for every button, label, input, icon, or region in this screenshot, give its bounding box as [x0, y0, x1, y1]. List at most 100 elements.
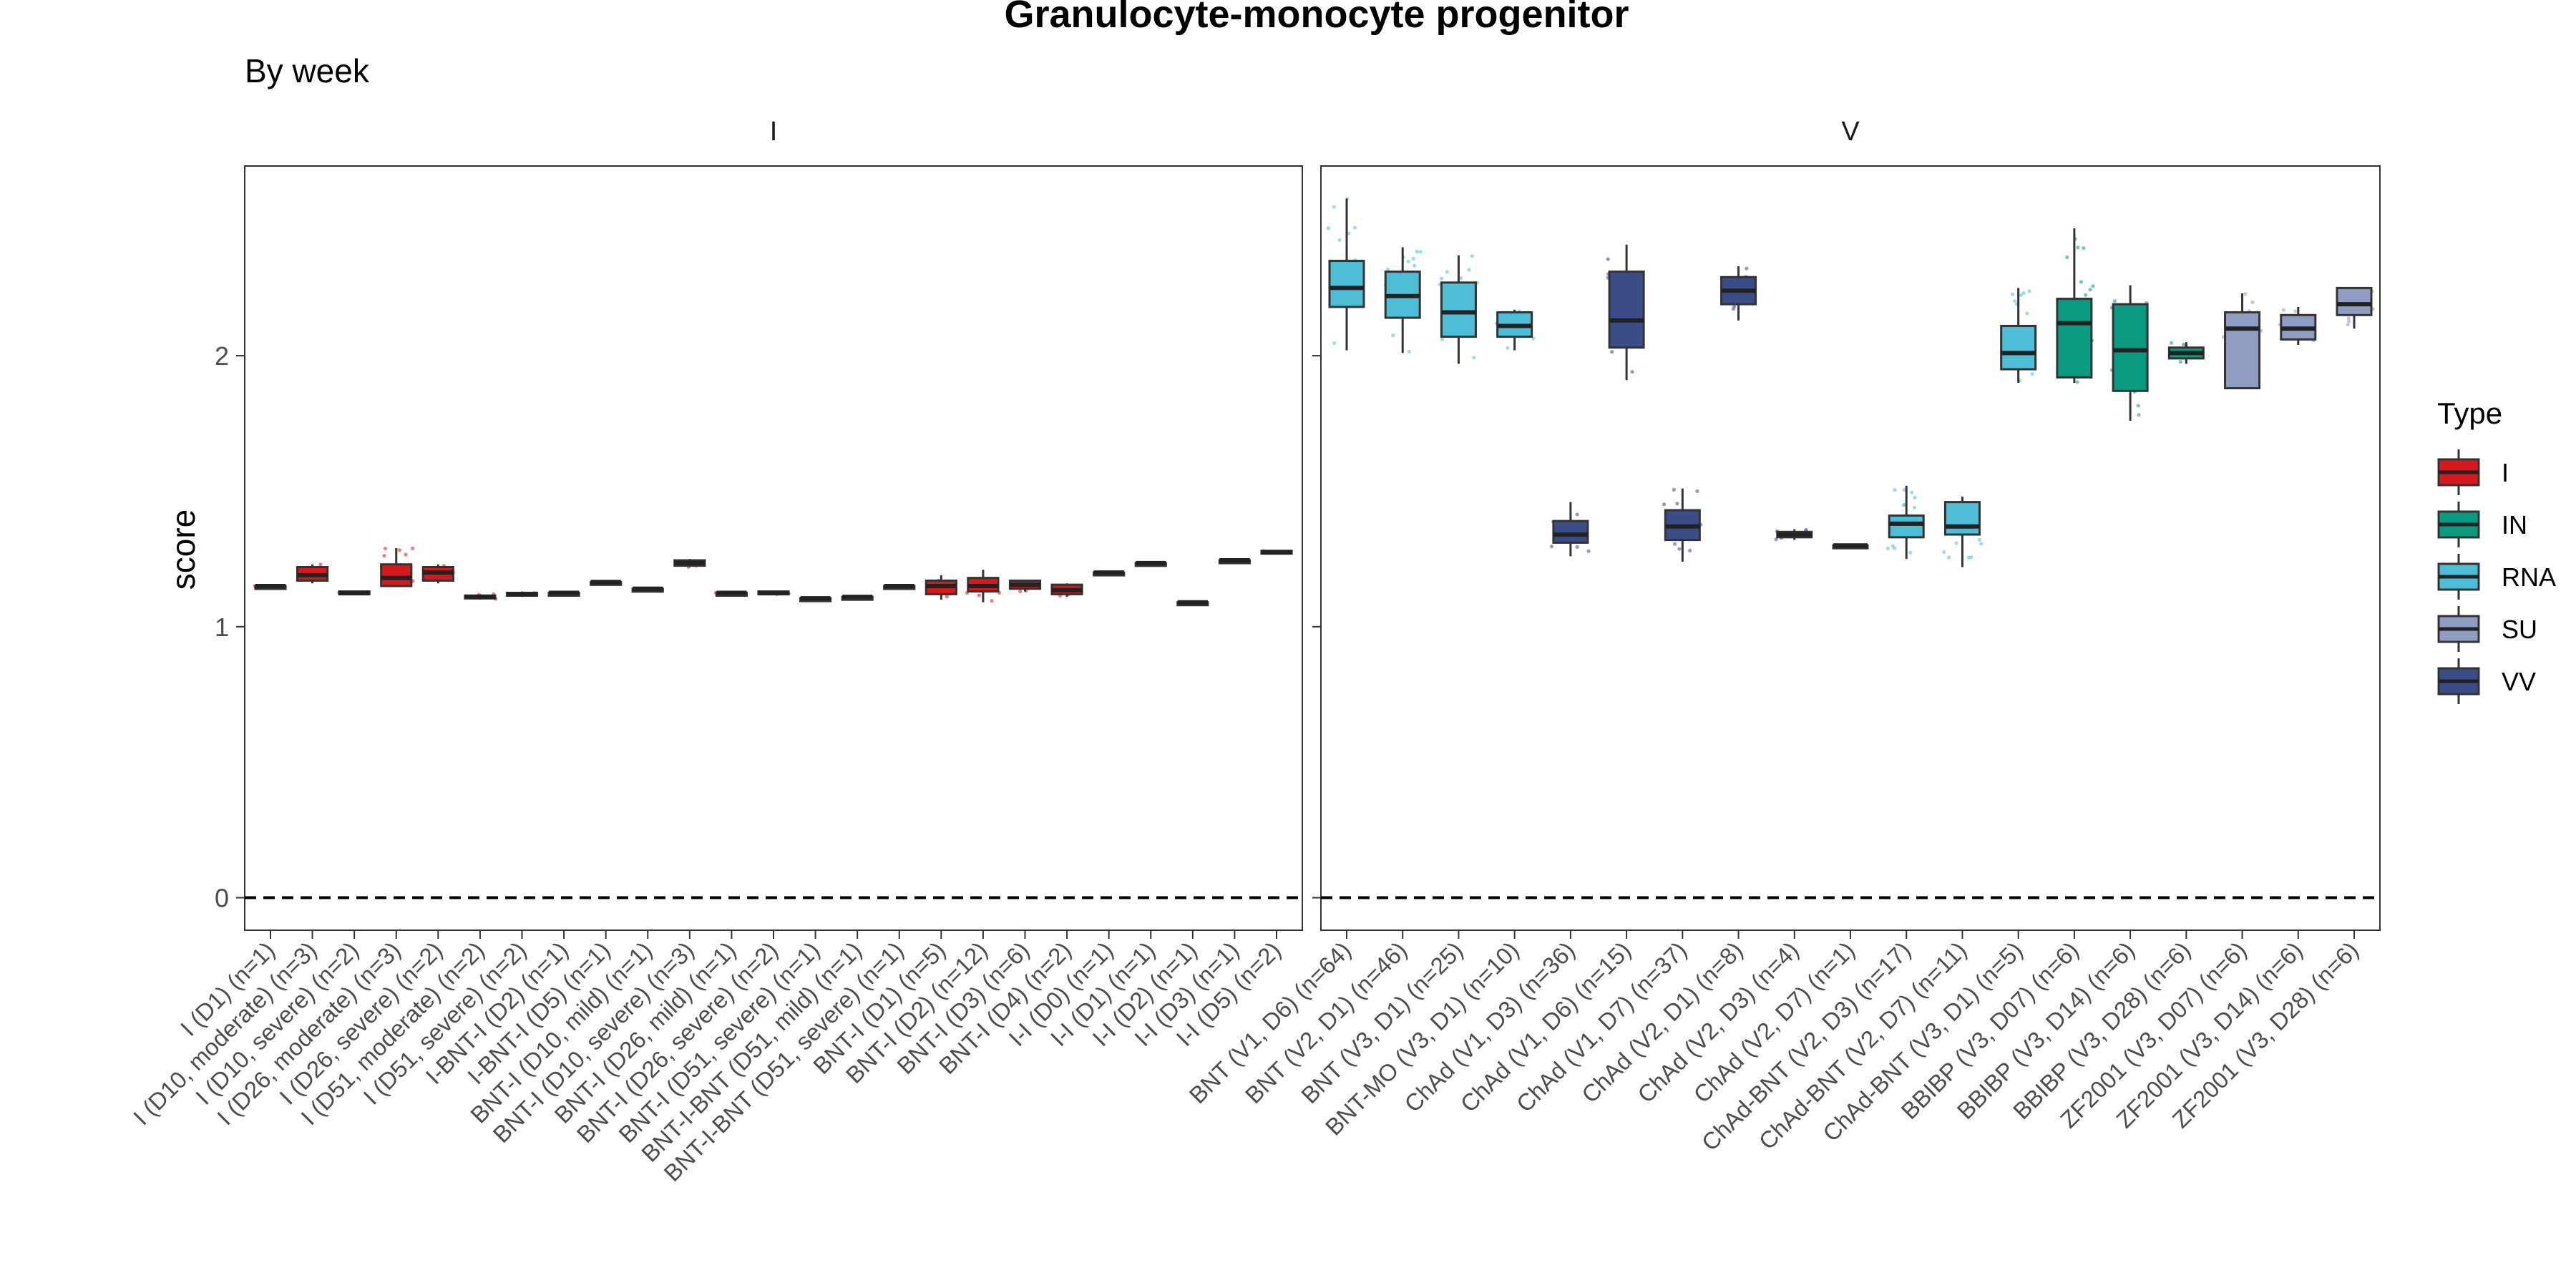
data-point: [2082, 246, 2086, 250]
data-point: [1630, 370, 1634, 374]
data-point: [2011, 292, 2015, 296]
box-0-24: [1260, 549, 1293, 555]
box-0-3: [379, 546, 415, 587]
data-point: [382, 554, 386, 558]
box-0-16: [924, 575, 957, 600]
box-1-12: [2000, 288, 2037, 383]
legend-label: SU: [2502, 615, 2537, 644]
data-point: [411, 546, 415, 550]
box-1-9: [1832, 543, 1869, 550]
y-axis-label: score: [165, 509, 202, 590]
data-point: [2079, 280, 2084, 284]
data-point: [1549, 545, 1554, 549]
box-0-21: [1134, 560, 1167, 567]
box-1-8: [1774, 527, 1813, 542]
box-iqr: [1440, 281, 1477, 338]
data-point: [2346, 323, 2350, 327]
data-point: [318, 562, 323, 567]
data-point: [1411, 256, 1415, 261]
data-point: [1610, 350, 1614, 354]
box-1-14: [2109, 285, 2149, 421]
data-point: [1977, 537, 1981, 542]
box-iqr: [2224, 311, 2261, 390]
data-point: [1675, 502, 1679, 506]
box-0-4: [421, 564, 455, 584]
data-point: [1804, 527, 1808, 532]
data-point: [2025, 311, 2029, 316]
data-point: [2136, 404, 2140, 408]
data-point: [2178, 360, 2182, 364]
box-0-22: [1176, 600, 1209, 607]
box-0-18: [1008, 579, 1042, 594]
box-iqr: [2000, 324, 2037, 371]
data-point: [1969, 555, 1974, 560]
data-point: [1326, 226, 1331, 230]
data-point: [1662, 502, 1667, 507]
box-0-7: [547, 590, 580, 597]
data-point: [1912, 505, 1917, 510]
data-point: [1677, 547, 1682, 551]
data-point: [1407, 349, 1411, 354]
box-1-18: [2336, 286, 2375, 329]
data-point: [2169, 341, 2174, 345]
data-point: [404, 552, 408, 557]
panel-strip-label: V: [1841, 117, 1860, 147]
data-point: [2065, 255, 2069, 260]
box-0-10: [673, 559, 706, 569]
box-0-17: [965, 570, 1002, 603]
box-0-9: [631, 586, 664, 593]
data-point: [1391, 333, 1395, 338]
data-point: [1745, 266, 1749, 270]
box-1-2: [1438, 254, 1480, 364]
data-point: [1413, 263, 1417, 268]
data-point: [1018, 589, 1023, 594]
data-point: [1947, 555, 1951, 560]
legend-item-su: SU: [2437, 606, 2537, 652]
data-point: [1774, 537, 1778, 542]
box-0-23: [1218, 558, 1252, 565]
data-point: [2281, 308, 2285, 312]
data-point: [1472, 356, 1476, 360]
data-point: [383, 546, 388, 551]
data-point: [2019, 293, 2023, 298]
box-iqr: [1943, 501, 1981, 536]
panel-frame: [244, 165, 1303, 931]
box-1-11: [1942, 497, 1984, 567]
legend-item-vv: VV: [2437, 658, 2536, 704]
data-point: [1467, 268, 1471, 272]
box-iqr: [2056, 298, 2093, 379]
data-point: [1672, 542, 1677, 546]
box-1-4: [1549, 502, 1591, 557]
data-point: [1575, 545, 1579, 549]
box-iqr: [380, 563, 413, 587]
data-point: [1352, 225, 1357, 230]
box-0-20: [1093, 570, 1126, 577]
data-point: [1386, 268, 1390, 272]
data-point: [2112, 299, 2117, 303]
data-point: [1506, 346, 1510, 350]
data-point: [1688, 548, 1692, 552]
data-point: [1893, 546, 1897, 550]
data-point: [945, 595, 949, 599]
y-tick-label: 0: [215, 884, 229, 913]
data-point: [1979, 542, 1984, 546]
data-point: [1445, 270, 1449, 274]
data-point: [2021, 291, 2026, 296]
data-point: [977, 593, 981, 597]
data-point: [1695, 489, 1699, 494]
data-point: [1406, 259, 1410, 263]
legend-item-in: IN: [2437, 502, 2527, 547]
data-point: [2250, 300, 2255, 305]
box-iqr: [2112, 303, 2149, 392]
legend-label: I: [2502, 458, 2509, 487]
data-point: [1440, 337, 1445, 342]
data-point: [2075, 380, 2079, 384]
data-point: [2347, 319, 2351, 323]
box-0-14: [841, 595, 874, 601]
data-point: [1732, 304, 1737, 308]
box-0-19: [1050, 583, 1083, 598]
data-point: [2030, 371, 2034, 376]
